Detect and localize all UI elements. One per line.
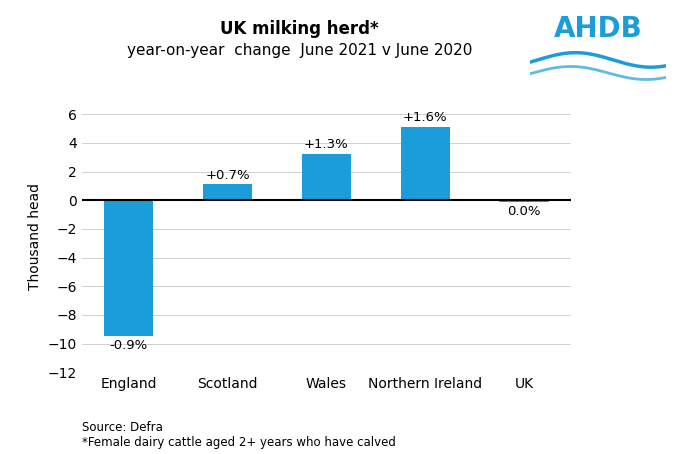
Bar [104,200,153,336]
Text: 0.0%: 0.0% [507,205,541,217]
Text: Source: Defra
*Female dairy cattle aged 2+ years who have calved: Source: Defra *Female dairy cattle aged … [82,421,396,449]
Bar [302,154,351,200]
Text: +0.7%: +0.7% [205,168,250,182]
Text: -0.9%: -0.9% [109,339,148,352]
Bar [203,184,252,200]
Text: +1.3%: +1.3% [304,138,349,152]
Text: UK milking herd*: UK milking herd* [220,20,379,39]
Text: year-on-year  change  June 2021 v June 2020: year-on-year change June 2021 v June 202… [126,43,472,58]
Text: +1.6%: +1.6% [403,111,447,124]
Bar [401,127,450,200]
Bar [500,200,549,202]
Text: AHDB: AHDB [554,15,643,44]
Y-axis label: Thousand head: Thousand head [28,183,42,290]
